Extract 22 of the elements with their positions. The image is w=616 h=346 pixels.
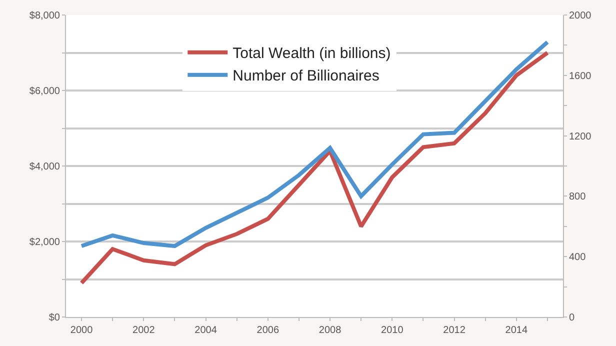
y2-tick-label: 800 [569,192,586,203]
y2-tick-label: 0 [569,312,575,324]
legend-label: Number of Billionaires [232,68,380,85]
y-tick-label: $2,000 [29,237,60,248]
legend-label: Total Wealth (in billions) [232,45,391,62]
x-tick-label: 2014 [505,325,528,336]
y2-tick-label: 2000 [569,10,592,22]
x-tick-label: 2004 [194,325,218,336]
y2-tick-label: 1200 [569,131,592,142]
y-tick-label: $4,000 [29,162,60,172]
x-tick-label: 2006 [256,325,280,336]
x-tick-label: 2002 [132,325,156,336]
x-tick-label: 2008 [318,325,342,336]
y-tick-label: $0 [48,312,60,324]
y2-tick-label: 1600 [569,70,592,82]
x-tick-label: 2010 [381,325,404,336]
y-tick-label: $6,000 [29,86,60,97]
y2-tick-label: 400 [569,252,586,264]
x-tick-label: 2000 [70,325,94,336]
y-tick-label: $8,000 [29,10,60,22]
x-tick-label: 2012 [443,325,466,336]
line-series [80,40,550,248]
